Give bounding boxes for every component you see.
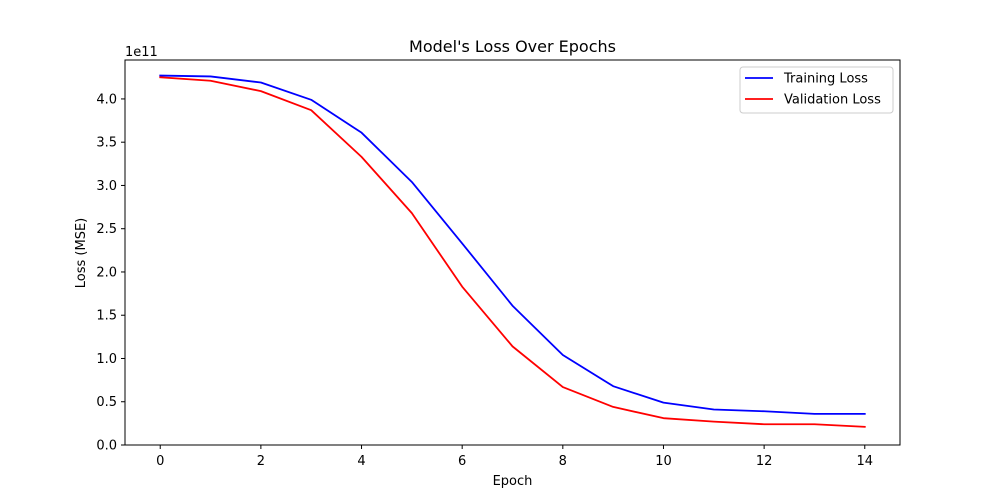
y-tick-label: 2.5 — [96, 222, 117, 237]
x-tick-label: 8 — [559, 454, 567, 469]
plot-frame — [124, 59, 901, 446]
y-axis-label: Loss (MSE) — [74, 218, 89, 288]
y-tick-label: 3.5 — [96, 136, 117, 151]
x-tick-label: 14 — [856, 454, 873, 469]
x-axis-label: Epoch — [493, 474, 533, 489]
x-axis-ticks: 0 2 4 6 8 10 12 14 — [156, 445, 873, 469]
y-axis-offset-label: 1e11 — [125, 45, 158, 60]
series-line-validation-loss — [159, 76, 866, 428]
x-tick-label: 2 — [257, 454, 265, 469]
y-axis-ticks: 0.0 0.5 1.0 1.5 2.0 2.5 3.0 3.5 4.0 — [96, 92, 125, 454]
series-layer — [159, 74, 866, 428]
y-tick-label: 1.0 — [96, 352, 117, 367]
x-tick-label: 0 — [156, 454, 164, 469]
axes-layer — [124, 59, 901, 446]
x-tick-label: 12 — [756, 454, 773, 469]
x-tick-label: 10 — [655, 454, 672, 469]
x-tick-label: 4 — [357, 454, 365, 469]
y-tick-label: 0.0 — [96, 439, 117, 454]
series-line-training-loss — [159, 74, 866, 415]
y-tick-label: 3.0 — [96, 179, 117, 194]
y-tick-label: 2.0 — [96, 265, 117, 280]
y-tick-label: 0.5 — [96, 395, 117, 410]
x-tick-label: 6 — [458, 454, 466, 469]
legend: Training Loss Validation Loss — [739, 66, 894, 114]
y-tick-label: 1.5 — [96, 309, 117, 324]
legend-box — [739, 66, 894, 114]
chart-title: Model's Loss Over Epochs — [409, 37, 616, 56]
y-tick-label: 4.0 — [96, 92, 117, 107]
legend-label: Validation Loss — [784, 93, 881, 108]
legend-label: Training Loss — [783, 72, 868, 87]
